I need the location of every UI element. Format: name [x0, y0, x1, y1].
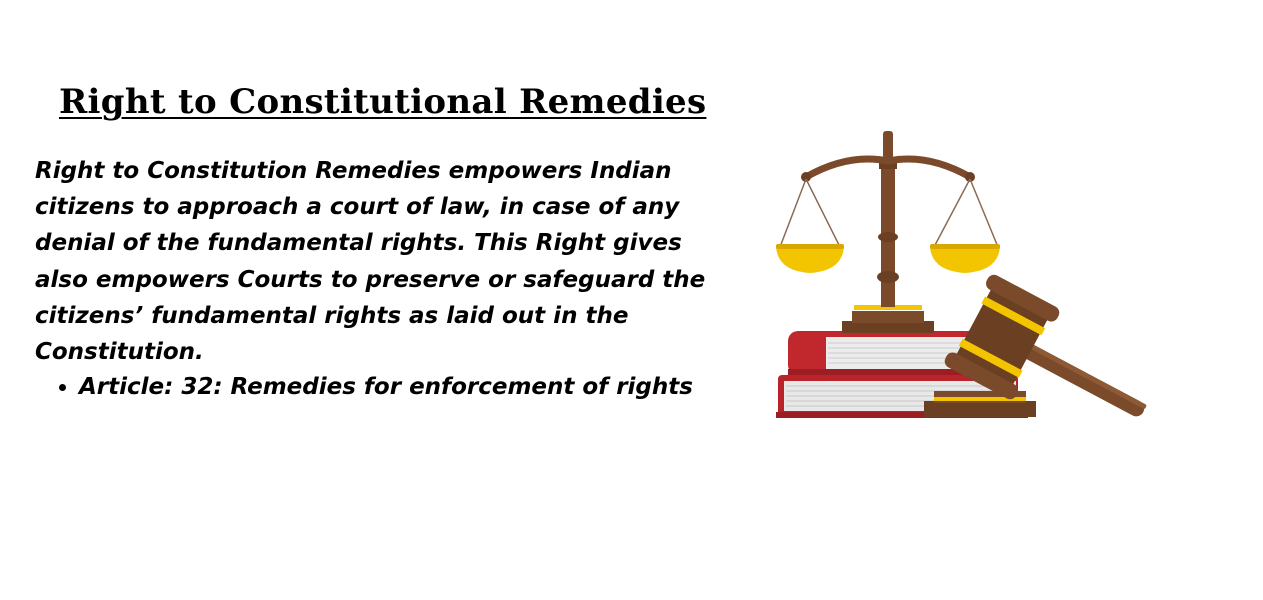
list-item: Article: 32: Remedies for enforcement of…	[79, 369, 735, 405]
gavel-icon	[924, 274, 1147, 417]
scales-of-justice-icon	[776, 131, 1000, 333]
article-list: Article: 32: Remedies for enforcement of…	[35, 369, 735, 405]
description-paragraph: Right to Constitution Remedies empowers …	[35, 158, 706, 366]
justice-illustration	[770, 125, 1160, 425]
page-title: Right to Constitutional Remedies	[59, 82, 707, 122]
